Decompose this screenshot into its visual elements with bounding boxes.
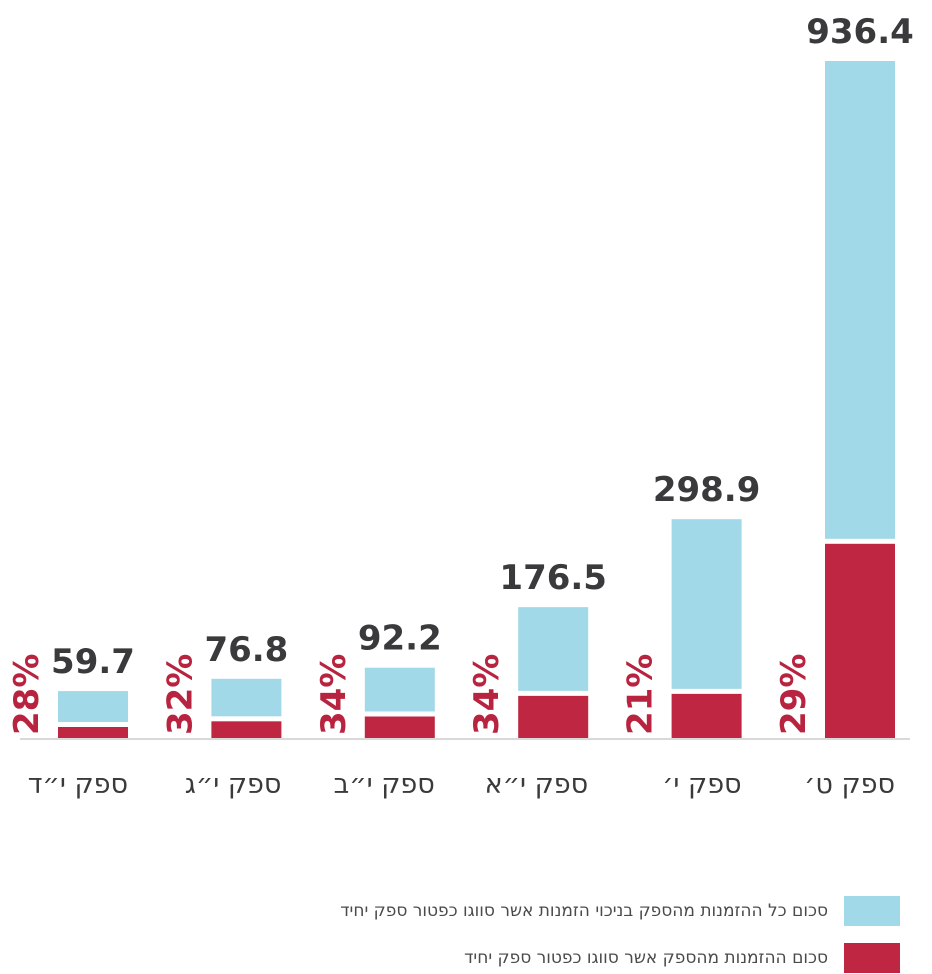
legend-item-total-excluding: סכום כל ההזמנות מהספק בניכוי הזמנות אשר … <box>340 896 900 926</box>
share-percent-label-5: 28% <box>7 654 47 735</box>
bar-single-source-4 <box>211 721 282 739</box>
bar-single-source-5 <box>58 726 128 739</box>
category-label-0: ספק ט׳ <box>804 769 895 800</box>
bar-total-excluding-5 <box>58 691 128 722</box>
share-percent-label-3: 34% <box>314 654 354 735</box>
legend-swatch-red <box>844 943 900 973</box>
category-label-2: ספק י״א <box>485 769 589 800</box>
share-percent-label-4: 32% <box>160 654 200 735</box>
bar-single-source-1 <box>671 693 742 739</box>
total-value-label-4: 76.8 <box>204 630 288 670</box>
bar-single-source-0 <box>825 543 895 739</box>
total-value-label-3: 92.2 <box>358 619 442 659</box>
category-label-3: ספק י״ב <box>334 769 435 800</box>
bar-total-excluding-2 <box>518 607 589 691</box>
bar-total-excluding-1 <box>671 519 742 689</box>
share-percent-label-0: 29% <box>774 654 814 735</box>
bar-total-excluding-4 <box>211 678 282 717</box>
total-value-label-1: 298.9 <box>653 470 761 510</box>
share-percent-label-1: 21% <box>621 654 661 735</box>
bars-group <box>58 61 895 739</box>
bar-single-source-3 <box>364 716 435 739</box>
total-value-label-2: 176.5 <box>499 558 607 598</box>
bar-total-excluding-0 <box>825 61 895 539</box>
total-value-label-0: 936.4 <box>806 12 914 52</box>
share-percent-label-2: 34% <box>467 654 507 735</box>
total-value-label-5: 59.7 <box>51 642 135 682</box>
bar-total-excluding-3 <box>364 667 435 712</box>
bar-single-source-2 <box>518 695 589 739</box>
legend-label-single-source: סכום ההזמנות מהספק אשר סווגו כפטור ספק י… <box>464 948 828 968</box>
legend-swatch-light-blue <box>844 896 900 926</box>
legend-item-single-source: סכום ההזמנות מהספק אשר סווגו כפטור ספק י… <box>464 943 900 973</box>
category-label-4: ספק י״ג <box>185 769 282 800</box>
category-label-5: ספק י״ד <box>28 769 128 800</box>
labels-group: 936.4 29% ספק ט׳ 298.9 21% ספק י׳ 176.5 34% ספק … <box>7 12 914 800</box>
category-label-1: ספק י׳ <box>662 769 741 800</box>
legend-label-total-excluding: סכום כל ההזמנות מהספק בניכוי הזמנות אשר … <box>340 901 828 921</box>
